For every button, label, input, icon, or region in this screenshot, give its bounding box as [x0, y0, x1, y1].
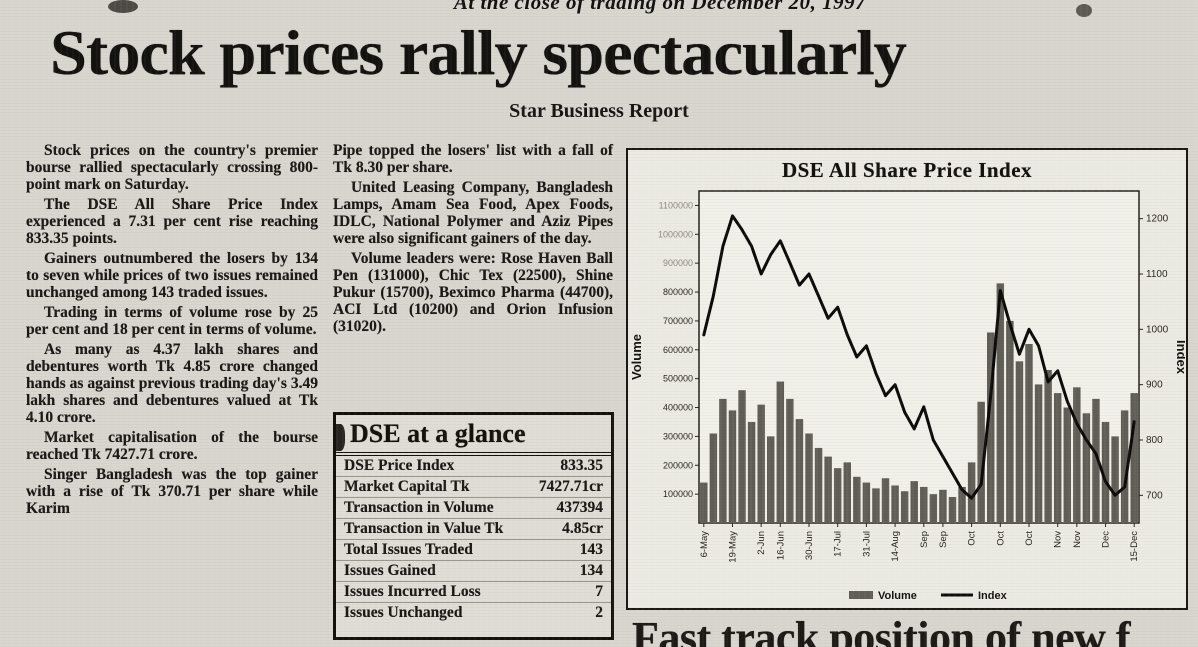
article-paragraph: United Leasing Company, Bangladesh Lamps… [333, 179, 613, 247]
glance-row-label: Transaction in Volume [344, 499, 494, 516]
svg-text:1200: 1200 [1146, 214, 1169, 225]
glance-row-value: 134 [579, 562, 603, 579]
next-article-headline-cropped: Fast track position of new f [632, 613, 1131, 647]
svg-text:800: 800 [1146, 435, 1163, 446]
glance-row-label: Issues Gained [344, 562, 436, 579]
svg-text:30-Jun: 30-Jun [804, 531, 815, 560]
svg-text:Nov: Nov [1053, 531, 1064, 548]
svg-text:Nov: Nov [1072, 531, 1083, 548]
svg-text:700000: 700000 [663, 316, 693, 326]
article-paragraph: As many as 4.37 lakh shares and debentur… [26, 341, 318, 426]
glance-box-rows: DSE Price Index 833.35 Market Capital Tk 74… [336, 456, 611, 623]
svg-text:400000: 400000 [663, 403, 693, 413]
ink-blot [334, 424, 345, 451]
glance-row-label: Issues Incurred Loss [344, 583, 481, 600]
glance-row-label: Transaction in Value Tk [344, 520, 504, 537]
svg-text:700: 700 [1146, 490, 1163, 501]
volume-index-chart: 100000 200000 300000 400000 500000 600000 7000… [629, 190, 1185, 602]
glance-row-value: 7427.71cr [538, 478, 603, 495]
svg-text:Volume: Volume [629, 334, 644, 380]
svg-text:900000: 900000 [663, 258, 693, 268]
svg-text:14-Aug: 14-Aug [890, 531, 901, 562]
main-headline: Stock prices rally spectacularly [50, 17, 907, 88]
glance-row-value: 833.35 [560, 457, 603, 474]
svg-text:Dec: Dec [1101, 531, 1112, 548]
glance-row: Transaction in Value Tk 4.85cr [336, 519, 611, 540]
article-paragraph: Gainers outnumbered the losers by 134 to… [26, 250, 318, 301]
svg-text:Index: Index [1174, 340, 1185, 375]
svg-text:6-May: 6-May [699, 531, 710, 558]
svg-text:Sep: Sep [938, 531, 949, 548]
byline: Star Business Report [509, 100, 689, 122]
article-paragraph: Singer Bangladesh was the top gainer wit… [26, 466, 318, 517]
svg-text:Oct: Oct [1024, 531, 1035, 546]
svg-text:300000: 300000 [663, 431, 693, 441]
dateline-cutoff: At the close of trading on December 20, … [453, 0, 867, 14]
article-paragraph: Volume leaders were: Rose Haven Ball Pen… [333, 250, 613, 335]
svg-text:15-Dec: 15-Dec [1129, 531, 1140, 562]
svg-text:19-May: 19-May [727, 531, 738, 563]
svg-text:16-Jun: 16-Jun [775, 531, 786, 560]
glance-row-label: DSE Price Index [344, 457, 455, 474]
glance-row: Issues Unchanged 2 [336, 603, 611, 623]
svg-text:600000: 600000 [663, 345, 693, 355]
svg-text:Oct: Oct [967, 531, 978, 546]
svg-text:500000: 500000 [663, 374, 693, 384]
glance-row: Transaction in Volume 437394 [336, 498, 611, 519]
svg-text:2-Jun: 2-Jun [756, 531, 767, 555]
glance-box-title: DSE at a glance [336, 415, 611, 456]
svg-text:1100: 1100 [1146, 269, 1168, 280]
middle-column: Pipe topped the losers' list with a fall… [333, 142, 613, 338]
article-paragraph: Trading in terms of volume rose by 25 pe… [26, 304, 318, 338]
svg-text:Oct: Oct [995, 531, 1006, 546]
svg-text:1100000: 1100000 [659, 200, 693, 210]
glance-row-value: 4.85cr [562, 520, 603, 537]
scan-smudge [108, 0, 138, 13]
glance-row: Total Issues Traded 143 [336, 540, 611, 561]
glance-row: Market Capital Tk 7427.71cr [336, 477, 611, 498]
glance-row-label: Issues Unchanged [344, 604, 463, 621]
svg-text:Sep: Sep [919, 531, 930, 548]
glance-row: DSE Price Index 833.35 [336, 456, 611, 477]
article-paragraph: Pipe topped the losers' list with a fall… [333, 142, 613, 176]
svg-text:17-Jul: 17-Jul [833, 531, 844, 557]
price-index-chart-box: DSE All Share Price Index 100000 200000 30… [626, 148, 1188, 610]
glance-row: Issues Incurred Loss 7 [336, 582, 611, 603]
glance-row-value: 7 [595, 583, 603, 600]
glance-row-label: Total Issues Traded [344, 541, 473, 558]
glance-row-label: Market Capital Tk [344, 478, 470, 495]
glance-row-value: 143 [579, 541, 603, 558]
article-paragraph: Stock prices on the country's premier bo… [26, 142, 318, 193]
svg-text:800000: 800000 [663, 287, 693, 297]
svg-text:200000: 200000 [663, 460, 693, 470]
svg-text:Index: Index [978, 590, 1008, 602]
svg-text:1000000: 1000000 [658, 229, 693, 239]
svg-text:Volume: Volume [878, 590, 917, 602]
article-paragraph: Market capitalisation of the bourse reac… [26, 429, 318, 463]
left-column: Stock prices on the country's premier bo… [26, 142, 318, 520]
svg-text:31-Jul: 31-Jul [861, 531, 872, 557]
chart-title: DSE All Share Price Index [781, 158, 1033, 182]
scan-smudge [1076, 4, 1092, 17]
dse-at-a-glance-box: DSE at a glance DSE Price Index 833.35 Mar… [333, 412, 614, 640]
glance-row: Issues Gained 134 [336, 561, 611, 582]
article-paragraph: The DSE All Share Price Index experience… [26, 196, 318, 247]
glance-row-value: 2 [595, 604, 603, 621]
svg-text:1000: 1000 [1146, 324, 1169, 335]
svg-text:900: 900 [1146, 380, 1163, 391]
glance-row-value: 437394 [556, 499, 604, 516]
svg-text:100000: 100000 [663, 489, 693, 499]
